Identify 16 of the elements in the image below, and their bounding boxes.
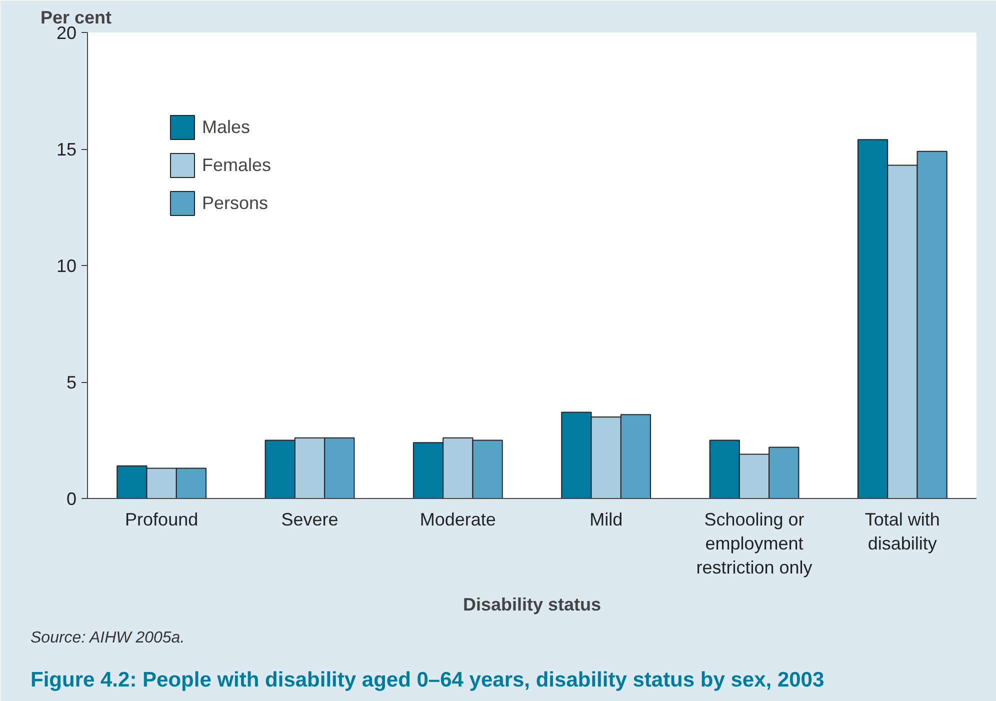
x-tick-label: Severe (281, 510, 338, 530)
text: Figure 4.2: People with disability aged 0–64 years, disability status by sex, 2003 (30, 668, 824, 692)
x-tick-label: Schooling or employment restriction only (696, 510, 812, 578)
y-tick-label: 10 (56, 256, 77, 276)
x-tick-label: Mild (590, 510, 623, 530)
y-tick-label: 0 (66, 489, 77, 509)
x-tick-label: Moderate (420, 510, 496, 530)
y-tick-label: 15 (56, 140, 77, 160)
x-tick-label: Profound (125, 510, 198, 530)
source-note: Source: AIHW 2005a. (30, 630, 185, 646)
y-tick-label: 5 (66, 372, 77, 392)
x-tick-label: Total with disability (864, 510, 940, 554)
legend-label: Females (202, 154, 272, 176)
legend-label: Persons (202, 192, 268, 214)
x-axis-title: Disability status (462, 594, 602, 614)
legend-label: Males (202, 116, 250, 138)
